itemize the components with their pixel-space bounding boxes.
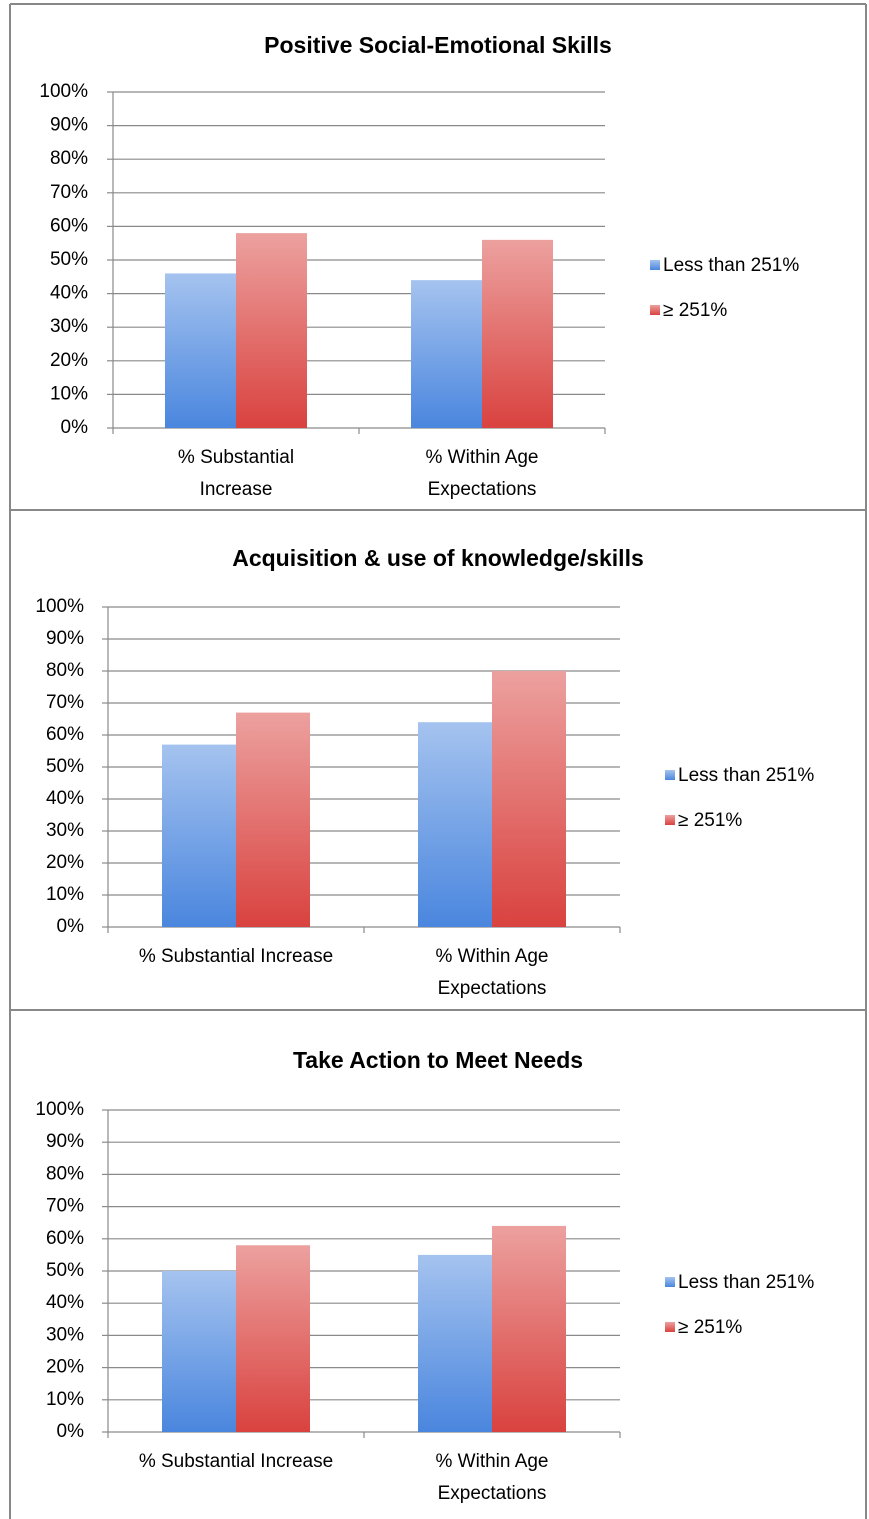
legend-swatch — [665, 770, 675, 780]
y-tick-label: 30% — [50, 316, 88, 337]
y-tick-label: 90% — [50, 115, 88, 136]
y-tick-label: 0% — [57, 1421, 85, 1442]
y-tick-label: 40% — [46, 1292, 84, 1313]
y-tick-label: 100% — [35, 1099, 84, 1120]
x-tick-label: % Within Age Expectations — [426, 447, 539, 500]
legend-swatch — [665, 1277, 675, 1287]
y-tick-label: 60% — [50, 215, 88, 236]
y-tick-label: 10% — [46, 884, 84, 905]
y-tick-label: 50% — [50, 249, 88, 270]
bar — [162, 744, 236, 927]
legend-swatch — [665, 815, 675, 825]
label-line: Expectations — [438, 978, 547, 999]
y-tick-label: 20% — [46, 1357, 84, 1378]
chart-title: Positive Social-Emotional Skills — [264, 32, 612, 58]
bar — [236, 233, 307, 428]
y-tick-label: 0% — [61, 417, 89, 438]
legend-label: Less than 251% — [678, 765, 814, 786]
bar — [236, 712, 310, 927]
y-tick-label: 70% — [46, 1196, 84, 1217]
label-line: % Within Age — [436, 1451, 549, 1472]
y-tick-label: 60% — [46, 1228, 84, 1249]
y-tick-label: 60% — [46, 724, 84, 745]
x-tick-label: % Substantial Increase — [139, 946, 333, 967]
legend-label: Less than 251% — [678, 1272, 814, 1293]
bar — [411, 280, 482, 428]
label-line: Expectations — [428, 479, 537, 500]
y-tick-label: 80% — [46, 660, 84, 681]
y-tick-label: 80% — [46, 1163, 84, 1184]
legend-swatch — [665, 1322, 675, 1332]
x-tick-label: % Substantial Increase — [178, 447, 294, 500]
y-tick-label: 50% — [46, 1260, 84, 1281]
y-tick-label: 10% — [46, 1389, 84, 1410]
y-tick-label: 30% — [46, 820, 84, 841]
y-tick-label: 90% — [46, 1131, 84, 1152]
bar — [492, 671, 566, 927]
legend-swatch — [650, 260, 660, 270]
y-tick-label: 70% — [46, 692, 84, 713]
y-tick-label: 30% — [46, 1324, 84, 1345]
y-tick-label: 20% — [50, 350, 88, 371]
x-tick-label: % Within Age Expectations — [436, 1451, 549, 1504]
bar — [418, 1254, 492, 1432]
y-tick-label: 10% — [50, 383, 88, 404]
y-tick-label: 40% — [50, 283, 88, 304]
legend-label: ≥ 251% — [678, 810, 742, 831]
y-tick-label: 70% — [50, 182, 88, 203]
y-tick-label: 20% — [46, 852, 84, 873]
y-tick-label: 90% — [46, 628, 84, 649]
label-line: % Within Age — [426, 447, 539, 468]
y-tick-label: 40% — [46, 788, 84, 809]
y-tick-label: 100% — [39, 81, 88, 102]
legend-label: Less than 251% — [663, 255, 799, 276]
chart-title: Acquisition & use of knowledge/skills — [232, 545, 644, 571]
y-tick-label: 0% — [57, 916, 85, 937]
x-tick-label: % Substantial Increase — [139, 1451, 333, 1472]
legend-label: ≥ 251% — [678, 1317, 742, 1338]
panel-borders — [9, 3, 867, 1519]
label-line: % Within Age — [436, 946, 549, 967]
y-tick-label: 80% — [50, 148, 88, 169]
legend-swatch — [650, 305, 660, 315]
bar — [418, 722, 492, 927]
bar — [165, 273, 236, 428]
label-line: % Substantial — [178, 447, 294, 468]
label-line: Increase — [200, 479, 273, 500]
label-line: Expectations — [438, 1483, 547, 1504]
bar — [482, 239, 553, 428]
legend-label: ≥ 251% — [663, 300, 727, 321]
y-tick-label: 50% — [46, 756, 84, 777]
x-tick-label: % Within Age Expectations — [436, 946, 549, 999]
bar — [492, 1225, 566, 1432]
bar — [236, 1245, 310, 1432]
bar — [162, 1271, 236, 1432]
chart-title: Take Action to Meet Needs — [293, 1047, 583, 1073]
y-tick-label: 100% — [35, 596, 84, 617]
